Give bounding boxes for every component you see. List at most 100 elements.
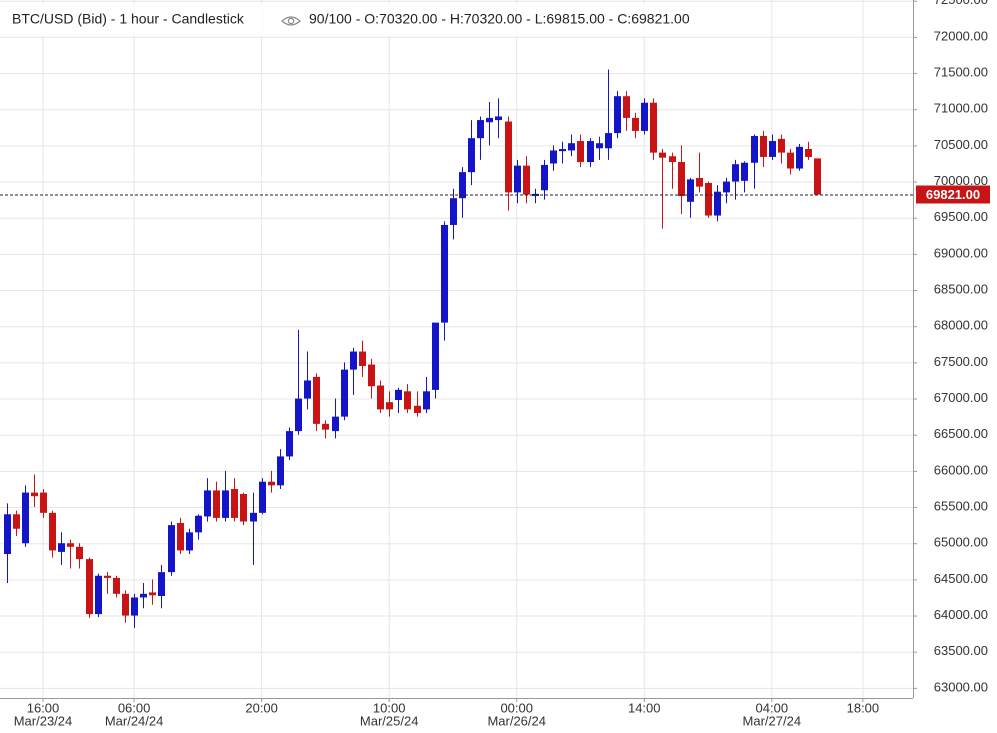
x-date-label: Mar/25/24 [360,713,419,728]
y-tick-label: 67000.00 [934,390,988,405]
x-date-label: Mar/24/24 [105,713,164,728]
candle-body [131,597,138,616]
eye-icon [281,16,301,26]
candle-body [213,490,220,518]
candle-body [432,322,439,390]
candle-body [414,405,421,414]
y-tick-label: 72000.00 [934,28,988,43]
candle-body [168,525,175,573]
candle-body [122,593,129,616]
candle-body [705,182,712,216]
y-tick-label: 64500.00 [934,571,988,586]
candle-body [514,165,521,193]
candle-body [149,592,156,596]
y-tick-label: 66000.00 [934,462,988,477]
y-tick-label: 63500.00 [934,643,988,658]
candle-body [577,141,584,163]
candle-body [687,179,694,202]
candle-body [486,117,493,123]
candle-body [732,164,739,182]
candle-body [368,364,375,387]
candle-body [322,423,329,430]
candle-body [31,492,38,497]
candle-body [186,532,193,551]
candle-body [158,572,165,597]
candle-body [304,380,311,399]
candle-body [404,391,411,410]
x-tick-label: 04:00 [756,700,789,715]
y-tick-label: 71500.00 [934,64,988,79]
x-tick-label: 00:00 [500,700,533,715]
x-tick-label: 16:00 [27,700,60,715]
candle-body [423,391,430,410]
candle-body [377,385,384,410]
candle-body [295,398,302,432]
candle-body [4,514,11,555]
candle-body [231,488,238,518]
candle-body [140,593,147,598]
candle-body [760,135,767,157]
x-tick-label: 10:00 [373,700,406,715]
candle-body [286,431,293,457]
y-tick-label: 65000.00 [934,535,988,550]
candle-body [195,515,202,533]
candle-body [113,577,120,594]
last-price-box [916,185,990,204]
x-tick-label: 06:00 [118,700,151,715]
candle-body [177,522,184,551]
candle-body [659,152,666,158]
candle-body [696,177,703,187]
candle-body [541,164,548,191]
candle-body [250,512,257,522]
candle-body [741,162,748,181]
candle-body [67,543,74,547]
candle-body [58,543,65,552]
candle-body [222,490,229,518]
candle-body [523,165,530,195]
candle-body [459,172,466,199]
candle-body [386,402,393,410]
header-backdrop [0,4,745,36]
candle-body [805,149,812,157]
candle-body [40,492,47,513]
candle-body [395,389,402,400]
candle-body [240,494,247,522]
x-date-label: Mar/26/24 [487,713,546,728]
y-tick-label: 65500.00 [934,498,988,513]
candle-body [313,376,320,424]
y-tick-label: 70000.00 [934,173,988,188]
candle-body [632,117,639,131]
x-tick-label: 14:00 [628,700,661,715]
candle-body [204,490,211,517]
candle-body [341,369,348,417]
candle-body [614,96,621,134]
candle-body [568,143,575,151]
candle-body [778,138,785,153]
candle-body [22,492,29,544]
candle-body [723,181,730,193]
candle-body [495,116,502,121]
candle-body [13,514,20,529]
y-tick-label: 68500.00 [934,281,988,296]
candle-body [669,156,676,163]
y-tick-label: 69000.00 [934,245,988,260]
y-tick-label: 63000.00 [934,679,988,694]
grid [0,0,913,698]
candle-body [95,575,102,615]
candle-body [477,120,484,139]
x-date-label: Mar/23/24 [14,713,73,728]
candle-body [332,416,339,432]
candle-body [86,559,93,615]
candle-body [751,135,758,163]
y-tick-label: 67500.00 [934,354,988,369]
y-tick-label: 72500.00 [934,0,988,7]
candle-body [277,456,284,486]
candle-body [596,143,603,149]
candle-body [559,149,566,152]
candle-body [796,146,803,169]
candle-body [450,198,457,225]
candle-body [623,96,630,118]
candle-body [76,546,83,560]
